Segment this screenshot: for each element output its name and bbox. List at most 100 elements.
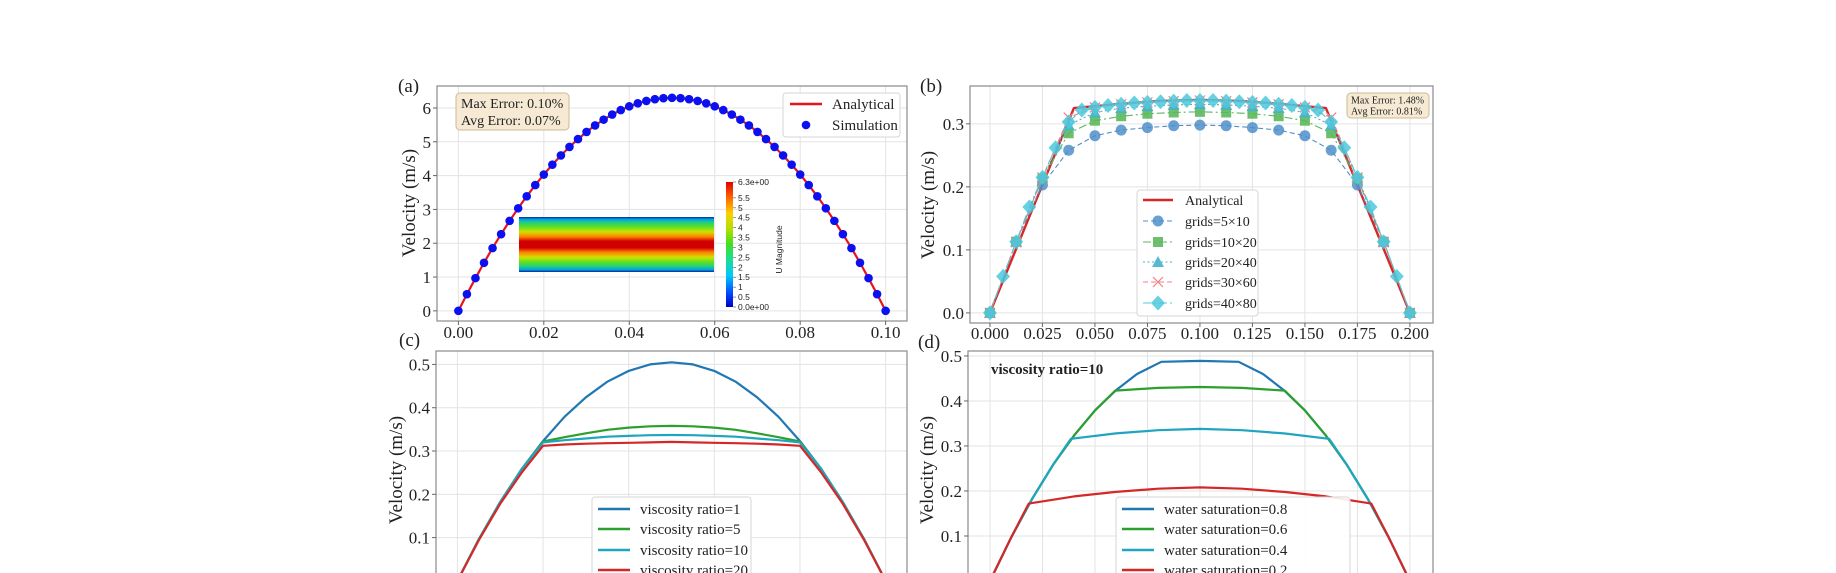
data-point	[1326, 128, 1337, 139]
legend-label: Analytical	[1185, 194, 1243, 209]
grid	[968, 351, 1433, 573]
data-point	[633, 98, 643, 108]
colorbar-tick-label: 2	[738, 262, 743, 272]
data-point	[982, 305, 997, 321]
colorbar-tick-label: 3.5	[738, 233, 750, 243]
data-point	[1324, 114, 1339, 130]
data-point	[1299, 130, 1311, 142]
series-grids-5-10-line	[989, 124, 1411, 314]
colorbar-tick-label: 1.5	[738, 272, 750, 282]
data-point	[1035, 169, 1050, 185]
colorbar-tick-label: 1	[738, 282, 743, 292]
x-tick-label: 0.150	[1286, 324, 1324, 343]
data-point	[1337, 140, 1352, 156]
y-tick-label: 0.2	[941, 482, 962, 501]
legend-label: grids=5×10	[1185, 215, 1250, 230]
data-point	[607, 110, 617, 119]
y-axis-label: Velocity (m/s)	[918, 151, 939, 259]
legend-item: Analytical	[1143, 194, 1243, 209]
panel-a: 0.0e+000.511.522.533.544.555.56.3e+00U M…	[398, 76, 908, 342]
x-tick-label: 0.025	[1023, 324, 1061, 343]
data-point	[770, 142, 779, 152]
y-tick-label: 1	[423, 268, 432, 287]
data-point	[650, 94, 660, 104]
data-point	[522, 192, 532, 201]
data-point	[1192, 92, 1207, 108]
panel-label: (d)	[918, 332, 940, 353]
data-point	[1089, 115, 1100, 126]
legend-label: grids=10×20	[1185, 236, 1257, 251]
axes-frame	[969, 85, 1434, 324]
data-point	[667, 93, 677, 103]
x-tick-label: 0.100	[1181, 324, 1219, 343]
data-point	[556, 151, 566, 160]
axes-frame	[967, 350, 1434, 573]
x-tick-label: 0.00	[443, 323, 473, 342]
legend: Analytical grids=5×10 grids=10×20 grids=20×…	[1136, 189, 1259, 317]
data-point	[1063, 128, 1074, 139]
legend-marker-swatch	[1152, 215, 1164, 227]
panel-c: 0.1 0.2 0.3 0.4 0.5 (c) Velocity (m/s) viscosit…	[386, 330, 908, 573]
series-grids-40-80-markers	[982, 92, 1417, 321]
legend-frame	[591, 496, 752, 573]
data-point	[590, 121, 600, 130]
legend: water saturation=0.8 water saturation=0.6…	[1115, 496, 1351, 573]
data-point	[1363, 199, 1378, 215]
data-point	[616, 105, 626, 115]
data-point	[624, 102, 634, 111]
panel-d: 0.1 0.2 0.3 0.4 0.5(d) Velocity (m/s) viscosit…	[917, 332, 1434, 573]
legend-item: grids=10×20	[1143, 236, 1257, 251]
x-tick-label: 0.08	[785, 323, 815, 342]
data-point	[881, 306, 890, 316]
series-viscosity-ratio-10-line	[460, 433, 883, 573]
y-tick-label: 0.2	[943, 178, 964, 197]
data-point	[1153, 94, 1168, 110]
legend-label: grids=20×40	[1185, 256, 1257, 271]
error-annotation-text: Max Error: 1.48%	[1351, 96, 1424, 107]
y-tick-label: 0.1	[409, 529, 430, 548]
data-point	[1258, 95, 1273, 111]
error-annotation-text: Avg Error: 0.81%	[1351, 107, 1422, 118]
data-point	[599, 115, 608, 124]
y-tick-label: 0.5	[941, 347, 962, 366]
data-point	[1179, 92, 1194, 108]
legend-label: grids=30×60	[1185, 276, 1257, 291]
legend-label: viscosity ratio=1	[640, 502, 741, 518]
error-annotation-box	[1346, 92, 1430, 119]
data-point	[996, 268, 1011, 284]
data-point	[838, 229, 848, 239]
data-point	[1194, 119, 1206, 131]
legend-item: viscosity ratio=10	[598, 543, 748, 559]
data-point	[872, 289, 882, 299]
legend-item: water saturation=0.8	[1122, 502, 1287, 518]
data-point	[710, 102, 720, 111]
y-tick-label: 0.1	[941, 527, 962, 546]
data-point	[1273, 111, 1284, 122]
data-point	[548, 160, 557, 169]
colorbar-tick-label: 2.5	[738, 252, 750, 262]
y-tick-label: 0.3	[943, 115, 964, 134]
data-point	[1140, 94, 1155, 110]
data-point	[855, 258, 865, 268]
data-point	[1402, 305, 1417, 321]
data-point	[1221, 107, 1232, 118]
y-tick-label: 0.3	[409, 442, 430, 461]
legend-item: Analytical	[790, 97, 894, 113]
data-point	[1350, 169, 1365, 185]
velocity-contour-inset	[519, 217, 714, 272]
grid	[436, 351, 907, 573]
panel-label: (b)	[920, 76, 942, 97]
legend-label: viscosity ratio=10	[640, 543, 748, 559]
data-point	[804, 180, 814, 190]
data-point	[727, 110, 737, 119]
x-tick-label: 0.075	[1128, 324, 1166, 343]
data-point	[1009, 234, 1024, 250]
y-tick-label: 0.2	[409, 485, 430, 504]
x-tick-label: 0.06	[700, 323, 730, 342]
legend-label: water saturation=0.6	[1164, 522, 1288, 538]
series-simulation-markers	[454, 93, 890, 316]
colorbar-title: U Magnitude	[774, 225, 784, 273]
x-tick-label: 0.125	[1233, 324, 1271, 343]
legend-frame	[1115, 496, 1351, 573]
data-point	[582, 127, 591, 137]
